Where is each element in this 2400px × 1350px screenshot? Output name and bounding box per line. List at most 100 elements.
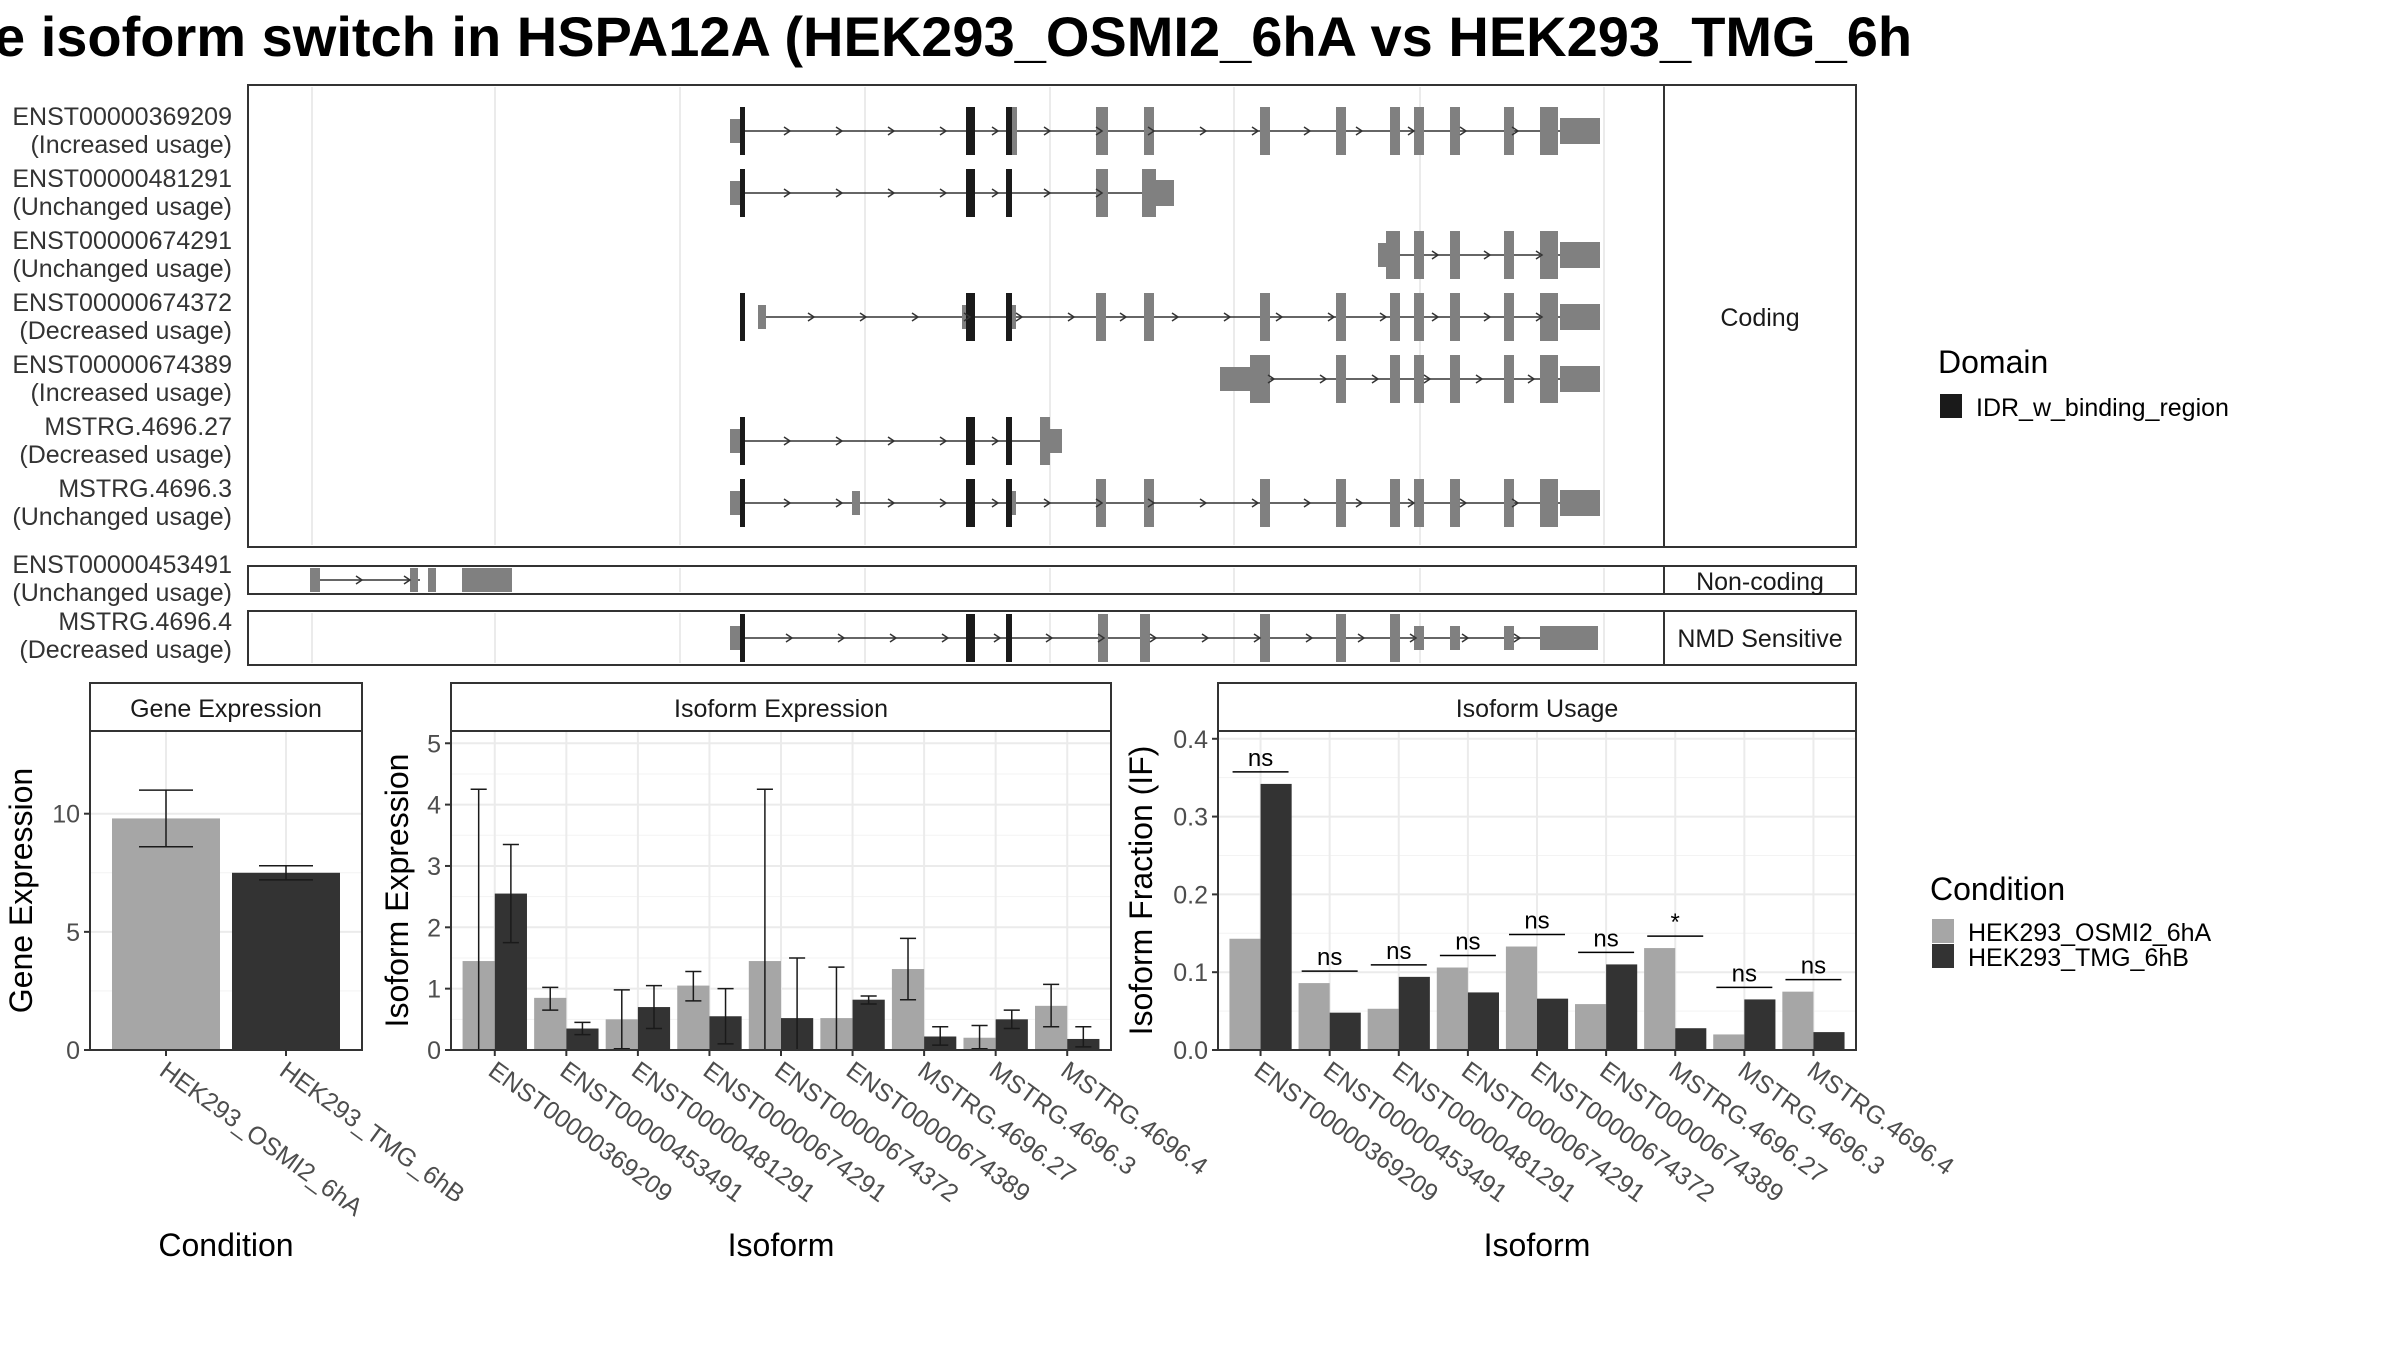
exon-inner-4-0 [1096,293,1106,341]
exon-inner-4-7 [1504,293,1514,341]
strand-arrow-1 [1043,126,1052,136]
domain-mark-4-a [740,293,745,341]
chart-title: Isoform Usage [1456,695,1619,723]
strand-arrow-2 [835,188,844,198]
strand-arrow-4 [911,312,920,322]
exon-3-2 [1540,231,1558,279]
significance-label: ns [1524,908,1549,935]
strand-arrow-8 [355,575,364,585]
x-tick-label: HEK293_OSMI2_6hA [154,1056,367,1222]
bar [1329,1012,1361,1050]
exon-9-2 [1140,614,1150,662]
domain-mark-1-a [740,107,745,155]
y-tick-label: 10 [52,801,80,829]
exon-7-0 [730,491,742,515]
condition-legend-key-b [1932,944,1954,968]
exon-inner-1-5 [1414,107,1424,155]
y-tick-label: 5 [66,919,80,947]
strand-arrow-4 [1067,312,1076,322]
domain-mark-1-b [966,107,975,155]
nmd-strip [1663,610,1857,666]
strand-arrow-1 [1459,126,1468,136]
transcript-label-5: ENST00000674389 (Increased usage) [12,351,232,407]
strand-arrow-7 [1199,498,1208,508]
nmd-strip-label: NMD Sensitive [1677,625,1842,653]
exon-inner-7-2 [1260,479,1270,527]
strand-arrow-2 [783,188,792,198]
exon-2-0 [730,181,742,205]
domain-mark-2-c [1006,169,1012,217]
y-axis-title: Isoform Expression [379,754,415,1028]
strand-arrow-4 [1431,312,1440,322]
bar [1575,1004,1607,1050]
strand-arrow-2 [939,188,948,198]
noncoding-panel [247,565,1665,595]
condition-legend-item-b: HEK293_TMG_6hB [1968,944,2189,972]
bar [1467,992,1499,1050]
strand-arrow-5 [1475,374,1484,384]
noncoding-strip-label: Non-coding [1696,568,1824,596]
y-tick-label: 3 [427,853,441,881]
exon-inner-7-4 [1390,479,1400,527]
strand-arrow-4 [1379,312,1388,322]
strand-arrow-9 [1097,633,1106,643]
strand-arrow-4 [1483,312,1492,322]
domain-mark-6-c [1006,417,1012,465]
domain-legend: Domain IDR_w_binding_region [1938,344,2229,422]
x-axis-title: Condition [158,1227,293,1263]
exon-inner-4-1 [1144,293,1154,341]
y-tick-label: 0.0 [1173,1037,1208,1065]
y-tick-label: 0.3 [1173,804,1208,832]
transcript-structure-panels: Coding Non-coding NMD Sensitive ENST0000… [12,84,1857,666]
exon-9-0 [730,626,742,650]
exon-7-1 [852,491,860,515]
exon-1-3 [1540,107,1558,155]
exon-inner-1-2 [1260,107,1270,155]
bar [1367,1008,1399,1050]
exon-inner-1-6 [1450,107,1460,155]
chart-strip [89,682,363,732]
chart-title: Isoform Expression [674,695,888,723]
exon-9-5 [1390,614,1400,662]
exon-4-4 [1560,304,1600,330]
strand-arrow-4 [1119,312,1128,322]
exon-inner-4-3 [1336,293,1346,341]
exon-inner-5-2 [1390,355,1400,403]
strand-arrow-4 [1275,312,1284,322]
bar [1398,976,1430,1050]
isoform-usage-chart: Isoform Usage ns ns ns ns ns ns * ns ns 0.0 0.1 0.2 0… [1123,682,1959,1263]
coding-strip [1663,84,1857,548]
transcript-label-8: ENST00000453491 (Unchanged usage) [12,551,232,607]
strand-arrow-7 [1511,498,1520,508]
y-tick-label: 1 [427,976,441,1004]
strand-arrow-6 [887,436,896,446]
exon-inner-5-4 [1450,355,1460,403]
exon-7-4 [1560,490,1600,516]
coding-panel [247,84,1665,548]
strand-arrow-6 [991,436,1000,446]
exon-inner-4-2 [1260,293,1270,341]
strand-arrow-1 [1303,126,1312,136]
exon-4-0 [758,305,766,329]
y-axis-title: Isoform Fraction (IF) [1123,746,1159,1036]
strand-arrow-3 [1483,250,1492,260]
bar [1744,999,1776,1050]
significance-label: ns [1732,960,1757,987]
strand-arrow-8 [403,575,412,585]
domain-mark-9-b [966,614,975,662]
transcript-label-6: MSTRG.4696.27 (Decreased usage) [19,413,232,469]
strand-arrow-5 [1371,374,1380,384]
y-tick-label: 4 [427,792,441,820]
strand-arrow-7 [887,498,896,508]
exon-inner-5-5 [1504,355,1514,403]
chart-title: Gene Expression [130,695,322,723]
domain-mark-7-b [966,479,975,527]
exon-inner-4-5 [1414,293,1424,341]
strand-arrow-1 [1251,126,1260,136]
exon-8-0 [310,568,320,592]
exon-2-3 [1154,180,1174,206]
strand-arrow-7 [1355,498,1364,508]
strand-arrow-3 [1535,250,1544,260]
bar [1713,1034,1745,1050]
